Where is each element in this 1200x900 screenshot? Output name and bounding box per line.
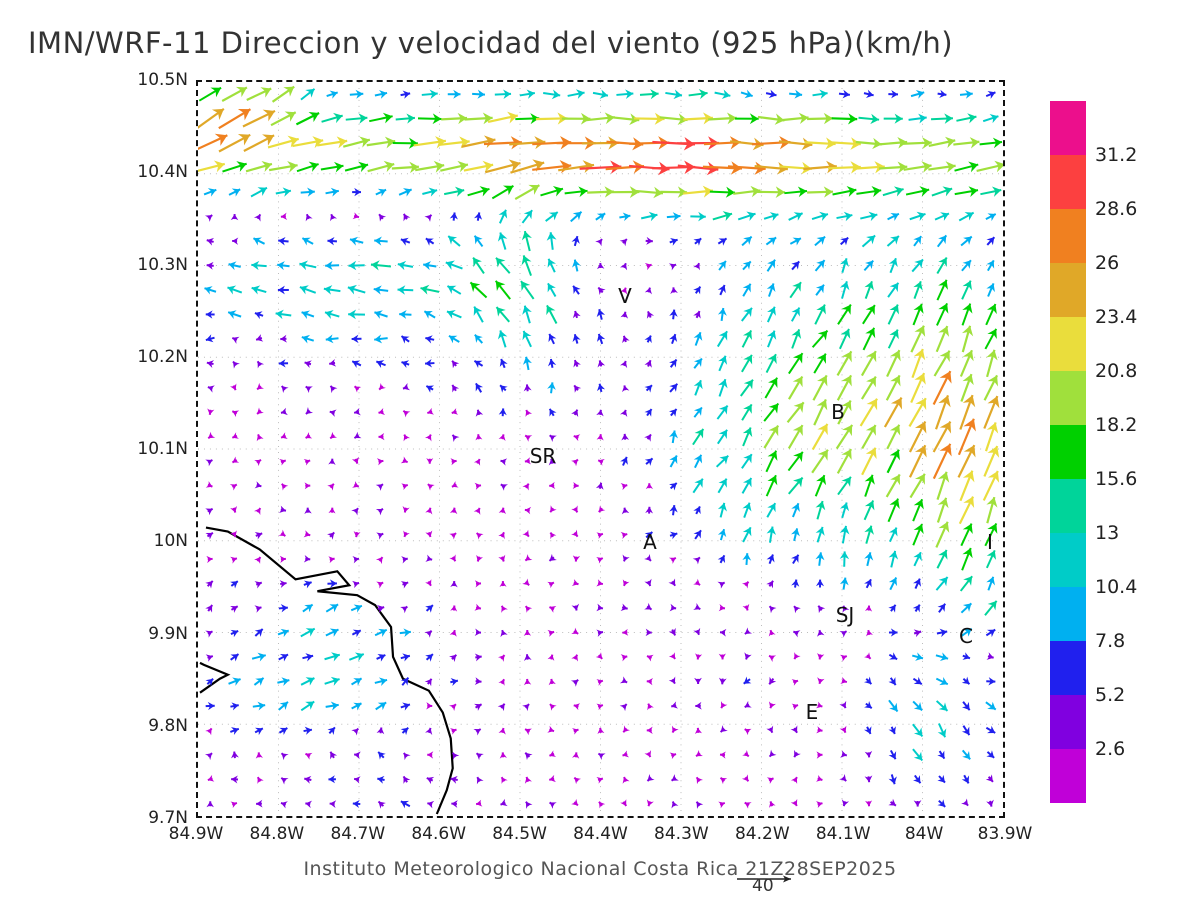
colorbar-tick-label: 15.6	[1095, 468, 1138, 490]
speed-colorbar[interactable]	[1050, 101, 1086, 803]
station-label: A	[643, 530, 657, 554]
reference-vector-icon	[737, 875, 791, 883]
colorbar-band	[1050, 263, 1086, 317]
reference-vector-label: 40	[752, 876, 774, 896]
colorbar-band	[1050, 317, 1086, 371]
x-tick-label: 84.6W	[411, 824, 467, 844]
colorbar-band	[1050, 533, 1086, 587]
colorbar-band	[1050, 371, 1086, 425]
colorbar-band	[1050, 695, 1086, 749]
colorbar-tick-label: 7.8	[1095, 630, 1126, 652]
station-label: C	[959, 624, 973, 648]
colorbar-tick-label: 26	[1095, 252, 1120, 274]
station-label: I	[987, 530, 993, 554]
x-tick-label: 84.5W	[492, 824, 547, 844]
x-tick-label: 84W	[904, 824, 944, 844]
y-tick-label: 10.4N	[137, 162, 188, 183]
colorbar-tick-label: 2.6	[1095, 738, 1126, 760]
map-plot-area[interactable]	[196, 80, 1005, 818]
x-tick-label: 84.4W	[573, 824, 628, 844]
station-label: B	[831, 400, 845, 424]
wind-arrows	[198, 85, 1003, 809]
x-tick-label: 84.2W	[734, 824, 790, 844]
y-tick-label: 9.9N	[148, 623, 188, 644]
x-tick-label: 84.1W	[815, 824, 871, 844]
wind-vector-field	[198, 82, 1003, 816]
colorbar-tick-label: 18.2	[1095, 414, 1138, 436]
y-tick-label: 10.1N	[137, 439, 188, 459]
station-label: V	[618, 284, 632, 308]
x-tick-label: 84.7W	[330, 824, 386, 844]
colorbar-band	[1050, 209, 1086, 263]
station-label: SJ	[835, 603, 855, 627]
colorbar-band	[1050, 587, 1086, 641]
coastline	[205, 526, 454, 815]
colorbar-band	[1050, 749, 1086, 803]
page-title: IMN/WRF-11 Direccion y velocidad del vie…	[28, 26, 954, 60]
colorbar-tick-label: 13	[1095, 522, 1120, 544]
colorbar-tick-label: 5.2	[1095, 684, 1126, 706]
colorbar-tick-label: 20.8	[1095, 360, 1138, 382]
colorbar-band	[1050, 479, 1086, 533]
x-tick-label: 84.8W	[249, 824, 305, 844]
station-label: E	[805, 700, 819, 724]
colorbar-tick-label: 10.4	[1095, 576, 1138, 598]
y-tick-label: 9.8N	[148, 715, 188, 736]
colorbar-band	[1050, 155, 1086, 209]
footer-credit: Instituto Meteorologico Nacional Costa R…	[303, 858, 897, 880]
x-tick-label: 83.9W	[977, 824, 1033, 844]
y-tick-label: 10.5N	[137, 70, 188, 90]
station-label: SR	[529, 444, 557, 468]
colorbar-tick-label: 28.6	[1095, 198, 1138, 220]
colorbar-band	[1050, 425, 1086, 479]
x-tick-label: 84.3W	[654, 824, 709, 844]
y-tick-label: 10.2N	[137, 346, 188, 367]
colorbar-band	[1050, 641, 1086, 695]
y-tick-label: 9.7N	[148, 808, 188, 828]
colorbar-tick-label: 23.4	[1095, 306, 1138, 328]
colorbar-tick-label: 31.2	[1095, 144, 1138, 166]
colorbar-band	[1050, 101, 1086, 155]
y-tick-label: 10.3N	[137, 254, 188, 275]
x-tick-label: 84.9W	[168, 824, 224, 844]
y-tick-label: 10N	[153, 531, 188, 552]
